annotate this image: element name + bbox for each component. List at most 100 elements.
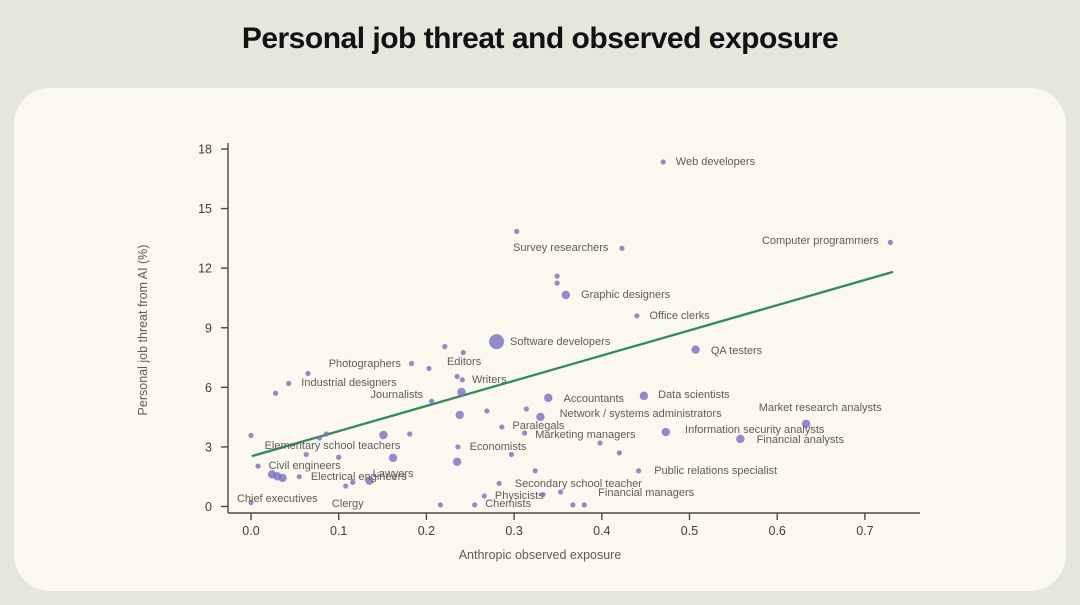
x-tick-label: 0.2 [418,524,435,538]
point-journalists [429,398,435,404]
label-financial-managers: Financial managers [598,487,695,499]
page-title: Personal job threat and observed exposur… [241,22,839,55]
data-point [460,349,466,356]
label-civil-engineers: Civil engineers [268,459,341,472]
data-point [455,410,464,420]
y-tick-label: 6 [205,381,212,395]
data-point [570,502,576,508]
label-qa-testers: QA testers [710,344,763,357]
point-civil-engineers [255,463,261,469]
x-tick-label: 0.1 [330,524,347,538]
label-physicists: Physicists [494,489,544,502]
label-editors: Editors [446,355,482,368]
label-marketing-managers: Marketing managers [535,429,636,442]
label-clergy: Clergy [331,497,364,510]
label-public-relations-specialist: Public relations specialist [654,464,778,477]
label-photographers: Photographers [328,357,401,370]
trend-line [251,271,894,458]
label-computer-programmers: Computer programmers [761,235,879,248]
data-point [323,431,330,437]
chart-card [14,88,1066,591]
data-point [581,502,587,508]
x-tick-label: 0.6 [769,524,786,538]
label-chemists: Chemists [485,497,532,510]
data-point [457,387,466,397]
y-tick-label: 15 [198,202,212,216]
data-point [303,451,309,458]
data-point [305,370,311,377]
data-point [316,435,323,441]
data-point [523,406,529,412]
point-economists [455,444,461,450]
label-accountants: Accountants [563,392,625,405]
label-market-research-analysts: Market research analysts [758,401,882,414]
point-network-systems-administrators [536,412,545,422]
y-tick-label: 3 [205,440,212,454]
label-chief-executives: Chief executives [236,492,318,505]
data-point [442,344,448,350]
label-graphic-designers: Graphic designers [581,288,671,301]
data-point [336,454,342,460]
point-qa-testers [691,345,700,354]
label-writers: Writers [471,373,507,386]
label-information-security-analysts: Information security analysts [685,424,825,437]
point-electrical-engineers [296,474,302,480]
point-secondary-school-teacher [496,480,502,487]
label-economists: Economists [469,440,527,453]
data-point [597,440,603,446]
label-industrial-designers: Industrial designers [301,377,397,390]
label-software-developers: Software developers [510,335,611,348]
point-computer-programmers [887,239,893,245]
data-point [532,468,538,474]
label-financial-analysts: Financial analysts [756,433,844,446]
label-paralegals: Paralegals [512,420,565,433]
data-point [616,450,622,456]
point-information-security-analysts [661,427,671,437]
data-point [514,228,520,235]
y-axis-title: Personal job threat from AI (%) [136,244,150,416]
data-point [452,457,462,467]
data-point [350,479,356,485]
label-elementary-school-teachers: Elementary school teachers [264,440,401,453]
label-office-clerks: Office clerks [649,309,710,322]
x-tick-label: 0.7 [856,524,873,538]
label-journalists: Journalists [370,389,424,402]
point-photographers [408,360,415,367]
point-survey-researchers [619,245,625,251]
point-lawyers [388,453,398,463]
data-point [508,451,515,458]
data-point [554,273,560,279]
x-tick-label: 0.5 [681,524,698,538]
point-office-clerks [634,313,640,319]
point-data-scientists [639,391,649,401]
point-chief-executives [273,472,282,481]
label-web-developers: Web developers [675,155,756,168]
label-secondary-school-teacher: Secondary school teacher [514,478,642,491]
point-clergy [343,483,349,489]
label-electrical-engineers: Electrical engineers [310,470,407,483]
label-survey-researchers: Survey researchers [512,242,609,255]
y-tick-label: 0 [205,500,212,514]
data-point [407,431,413,437]
x-tick-label: 0.4 [593,524,610,538]
point-graphic-designers [561,290,571,300]
data-point [426,365,432,372]
point-physicists [481,493,487,499]
point-web-developers [660,159,666,165]
point-elementary-school-teachers [248,432,254,439]
data-point [540,491,546,498]
label-lawyers: Lawyers [372,468,414,481]
data-point [272,390,279,396]
y-tick-label: 12 [198,262,212,276]
y-tick-label: 9 [205,321,212,335]
label-data-scientists: Data scientists [658,388,730,401]
point-industrial-designers [286,380,292,386]
point-financial-managers [557,489,564,495]
point-paralegals [499,424,505,430]
x-axis-title: Anthropic observed exposure [458,548,622,562]
data-point [437,502,444,508]
point-editors [454,373,460,380]
data-point [484,408,490,414]
